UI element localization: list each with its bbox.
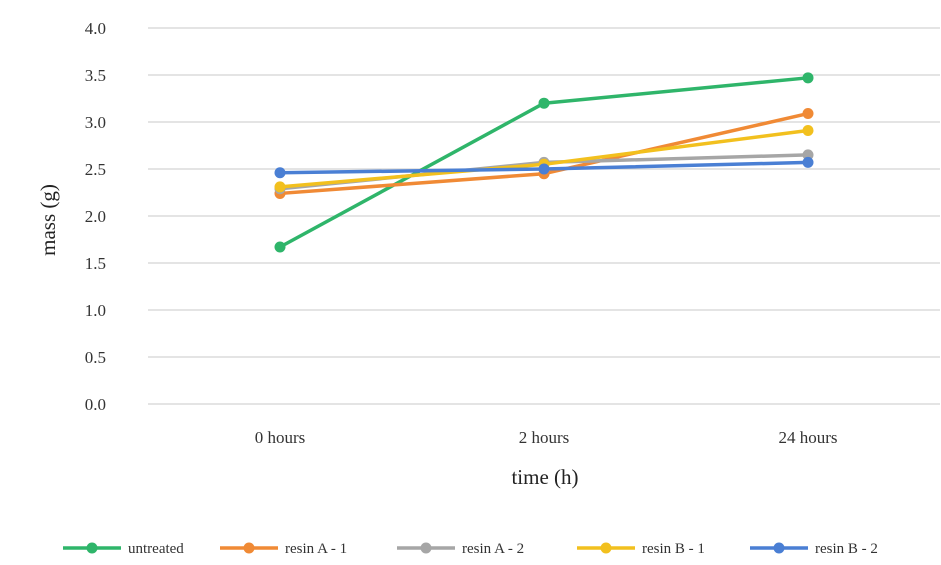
legend-entry: resin A - 2 <box>397 541 524 557</box>
series-4 <box>274 156 814 179</box>
legend-entry: resin B - 1 <box>577 541 705 557</box>
data-point <box>802 149 814 161</box>
y-tick-label: 2.5 <box>85 160 106 179</box>
y-tick-label: 2.0 <box>85 207 106 226</box>
y-tick-label: 4.0 <box>85 19 106 38</box>
y-tick-label: 1.0 <box>85 301 106 320</box>
y-tick-label: 3.5 <box>85 66 106 85</box>
legend-marker <box>773 542 785 554</box>
data-point <box>274 181 286 193</box>
legend-marker <box>600 542 612 554</box>
x-axis-title: time (h) <box>511 465 578 489</box>
data-point <box>802 72 814 84</box>
x-tick-label: 0 hours <box>255 428 306 447</box>
legend-marker <box>420 542 432 554</box>
y-tick-label: 0.0 <box>85 395 106 414</box>
legend-entry: untreated <box>63 541 184 557</box>
series-0 <box>274 72 814 253</box>
data-point <box>274 167 286 179</box>
legend-entry: resin B - 2 <box>750 541 878 557</box>
legend-marker <box>243 542 255 554</box>
legend-label: resin A - 2 <box>462 541 524 557</box>
legend-label: resin A - 1 <box>285 541 347 557</box>
legend-label: untreated <box>128 541 184 557</box>
legend-entry: resin A - 1 <box>220 541 347 557</box>
y-tick-label: 0.5 <box>85 348 106 367</box>
legend-marker <box>86 542 98 554</box>
legend-label: resin B - 1 <box>642 541 705 557</box>
x-tick-label: 2 hours <box>519 428 570 447</box>
x-tick-label: 24 hours <box>778 428 837 447</box>
y-tick-label: 1.5 <box>85 254 106 273</box>
y-axis-title: mass (g) <box>36 184 60 256</box>
y-tick-label: 3.0 <box>85 113 106 132</box>
data-point <box>802 108 814 120</box>
x-tick-labels: 0 hours 2 hours 24 hours <box>255 428 838 447</box>
gridlines <box>148 27 940 405</box>
data-point <box>538 97 550 109</box>
legend: untreated resin A - 1 resin A - 2 resin B -… <box>63 541 878 557</box>
data-point <box>802 156 814 168</box>
legend-label: resin B - 2 <box>815 541 878 557</box>
data-point <box>538 163 550 175</box>
data-point <box>802 124 814 136</box>
y-tick-labels: 0.0 0.5 1.0 1.5 2.0 2.5 3.0 3.5 4.0 <box>85 19 106 414</box>
series-lines <box>274 72 814 253</box>
data-point <box>274 241 286 253</box>
